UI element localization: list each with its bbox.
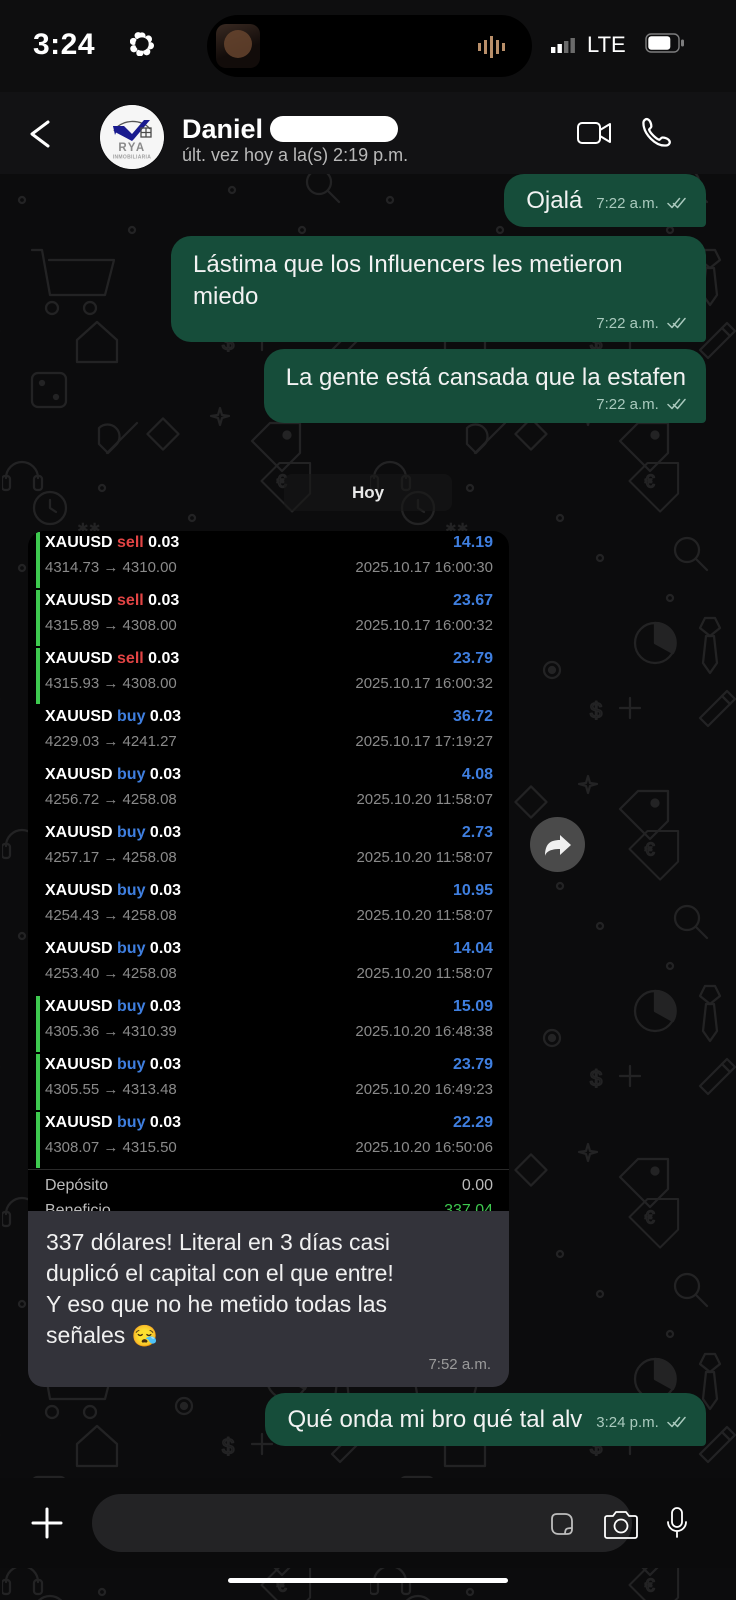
svg-text:INMOBILIARIA: INMOBILIARIA [113,155,151,161]
svg-text:RYA: RYA [118,142,145,154]
